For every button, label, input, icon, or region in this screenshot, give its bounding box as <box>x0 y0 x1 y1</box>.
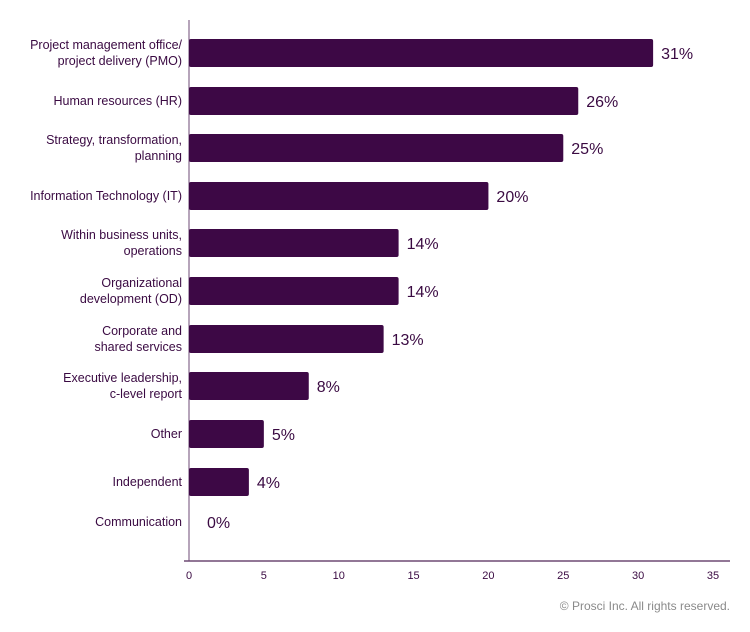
data-label: 14% <box>407 284 439 301</box>
data-label: 20% <box>496 189 528 206</box>
category-label-line: planning <box>135 149 182 163</box>
category-label: Project management office/project delive… <box>30 38 182 68</box>
category-label-line: Independent <box>112 475 182 489</box>
category-label: Human resources (HR) <box>53 94 182 108</box>
category-label-line: Within business units, <box>61 228 182 242</box>
category-label-line: Strategy, transformation, <box>46 133 182 147</box>
bar <box>189 325 384 353</box>
category-label-line: project delivery (PMO) <box>58 54 182 68</box>
bar <box>189 39 654 67</box>
x-tick-label: 20 <box>482 570 494 582</box>
x-tick-label: 0 <box>186 570 192 582</box>
x-tick-label: 5 <box>261 570 267 582</box>
category-label-line: Corporate and <box>102 324 182 338</box>
category-label: Corporate and shared services <box>94 324 182 354</box>
x-tick-label: 25 <box>557 570 569 582</box>
data-label: 14% <box>407 236 439 253</box>
x-tick-label: 35 <box>707 570 719 582</box>
bar <box>189 134 564 162</box>
category-label-line: Executive leadership, <box>63 371 182 385</box>
category-label-line: c-level report <box>110 387 183 401</box>
category-label-line: Human resources (HR) <box>53 94 182 108</box>
category-label-line: Communication <box>95 515 182 529</box>
data-label: 31% <box>661 46 693 63</box>
data-label: 5% <box>272 427 295 444</box>
category-label: Communication <box>95 515 182 529</box>
data-label: 0% <box>207 515 230 532</box>
bar <box>189 372 309 400</box>
category-label-line: operations <box>124 244 182 258</box>
data-label: 25% <box>571 141 603 158</box>
category-label-line: Project management office/ <box>30 38 182 52</box>
data-label: 13% <box>392 332 424 349</box>
category-label-line: Other <box>151 427 182 441</box>
category-label: Executive leadership, c-level report <box>63 371 182 401</box>
data-label: 8% <box>317 379 340 396</box>
category-label-line: development (OD) <box>80 292 182 306</box>
category-label: Information Technology (IT) <box>30 189 182 203</box>
category-label-line: Organizational <box>101 276 182 290</box>
data-label: 4% <box>257 475 280 492</box>
x-tick-label: 15 <box>407 570 419 582</box>
category-label: Within business units, operations <box>61 228 182 258</box>
bar <box>189 229 399 257</box>
bar <box>189 277 399 305</box>
bar <box>189 87 579 115</box>
x-tick-label: 30 <box>632 570 644 582</box>
category-label: Strategy, transformation, planning <box>46 133 182 163</box>
category-label-line: shared services <box>94 340 182 354</box>
category-label-line: Information Technology (IT) <box>30 189 182 203</box>
bar <box>189 182 489 210</box>
category-label: Organizational development (OD) <box>80 276 182 306</box>
data-label: 26% <box>586 94 618 111</box>
bar <box>189 420 264 448</box>
copyright-notice: © Prosci Inc. All rights reserved. <box>559 599 730 613</box>
x-tick-label: 10 <box>333 570 345 582</box>
category-label: Independent <box>112 475 182 489</box>
bar <box>189 468 249 496</box>
category-label: Other <box>151 427 182 441</box>
